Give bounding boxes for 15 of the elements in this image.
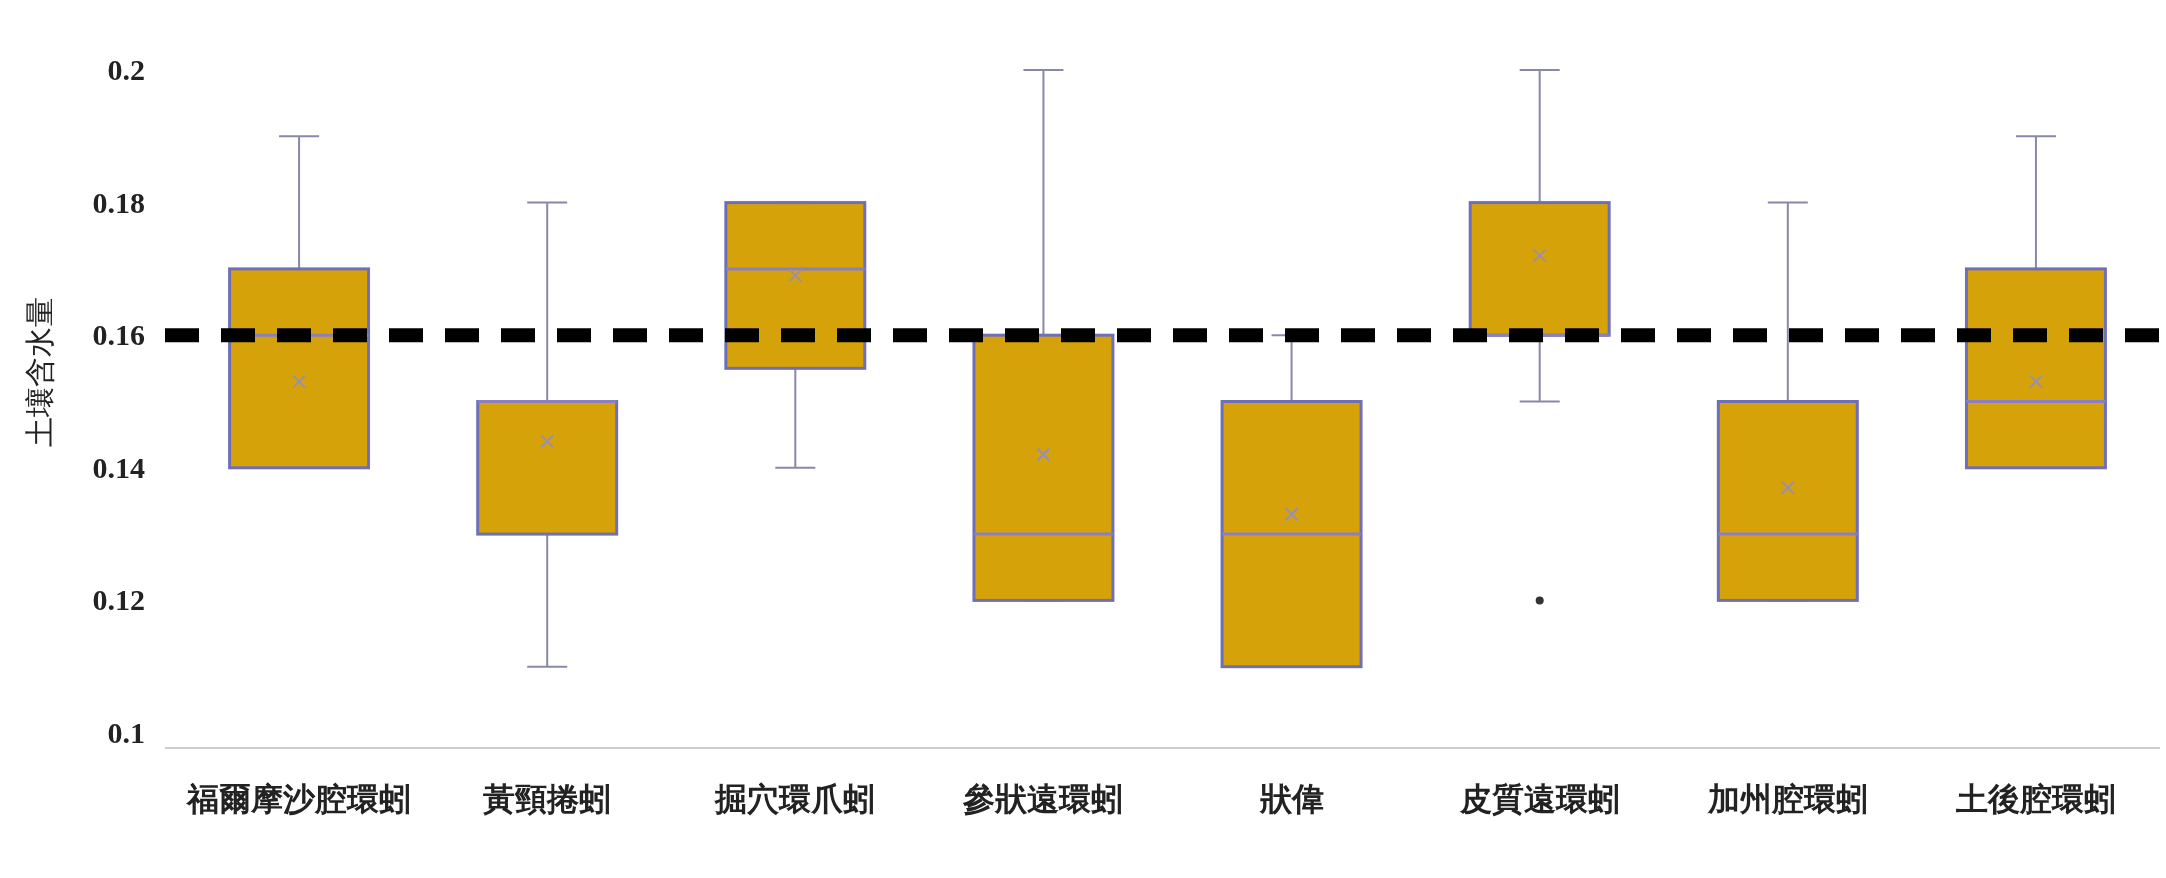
y-tick-label: 0.16 — [92, 318, 145, 352]
x-tick-label: 土後腔環蚓 — [1954, 781, 2116, 817]
y-tick-label: 0.12 — [92, 583, 145, 617]
x-tick-label: 皮質遠環蚓 — [1458, 781, 1620, 817]
x-tick-label: 參狀遠環蚓 — [962, 781, 1124, 817]
x-tick-label: 掘穴環爪蚓 — [714, 781, 876, 817]
x-tick-label: 加州腔環蚓 — [1706, 781, 1868, 817]
x-tick-label: 狀偉 — [1258, 781, 1324, 817]
y-tick-label: 0.1 — [107, 716, 145, 749]
y-axis-title: 土壤含水量 — [23, 296, 56, 447]
y-tick-label: 0.2 — [107, 53, 145, 86]
y-tick-label: 0.18 — [92, 185, 145, 219]
y-tick-label: 0.14 — [92, 450, 145, 484]
x-tick-label: 黃頸捲蚓 — [483, 781, 612, 817]
x-tick-label: 福爾摩沙腔環蚓 — [185, 781, 412, 817]
